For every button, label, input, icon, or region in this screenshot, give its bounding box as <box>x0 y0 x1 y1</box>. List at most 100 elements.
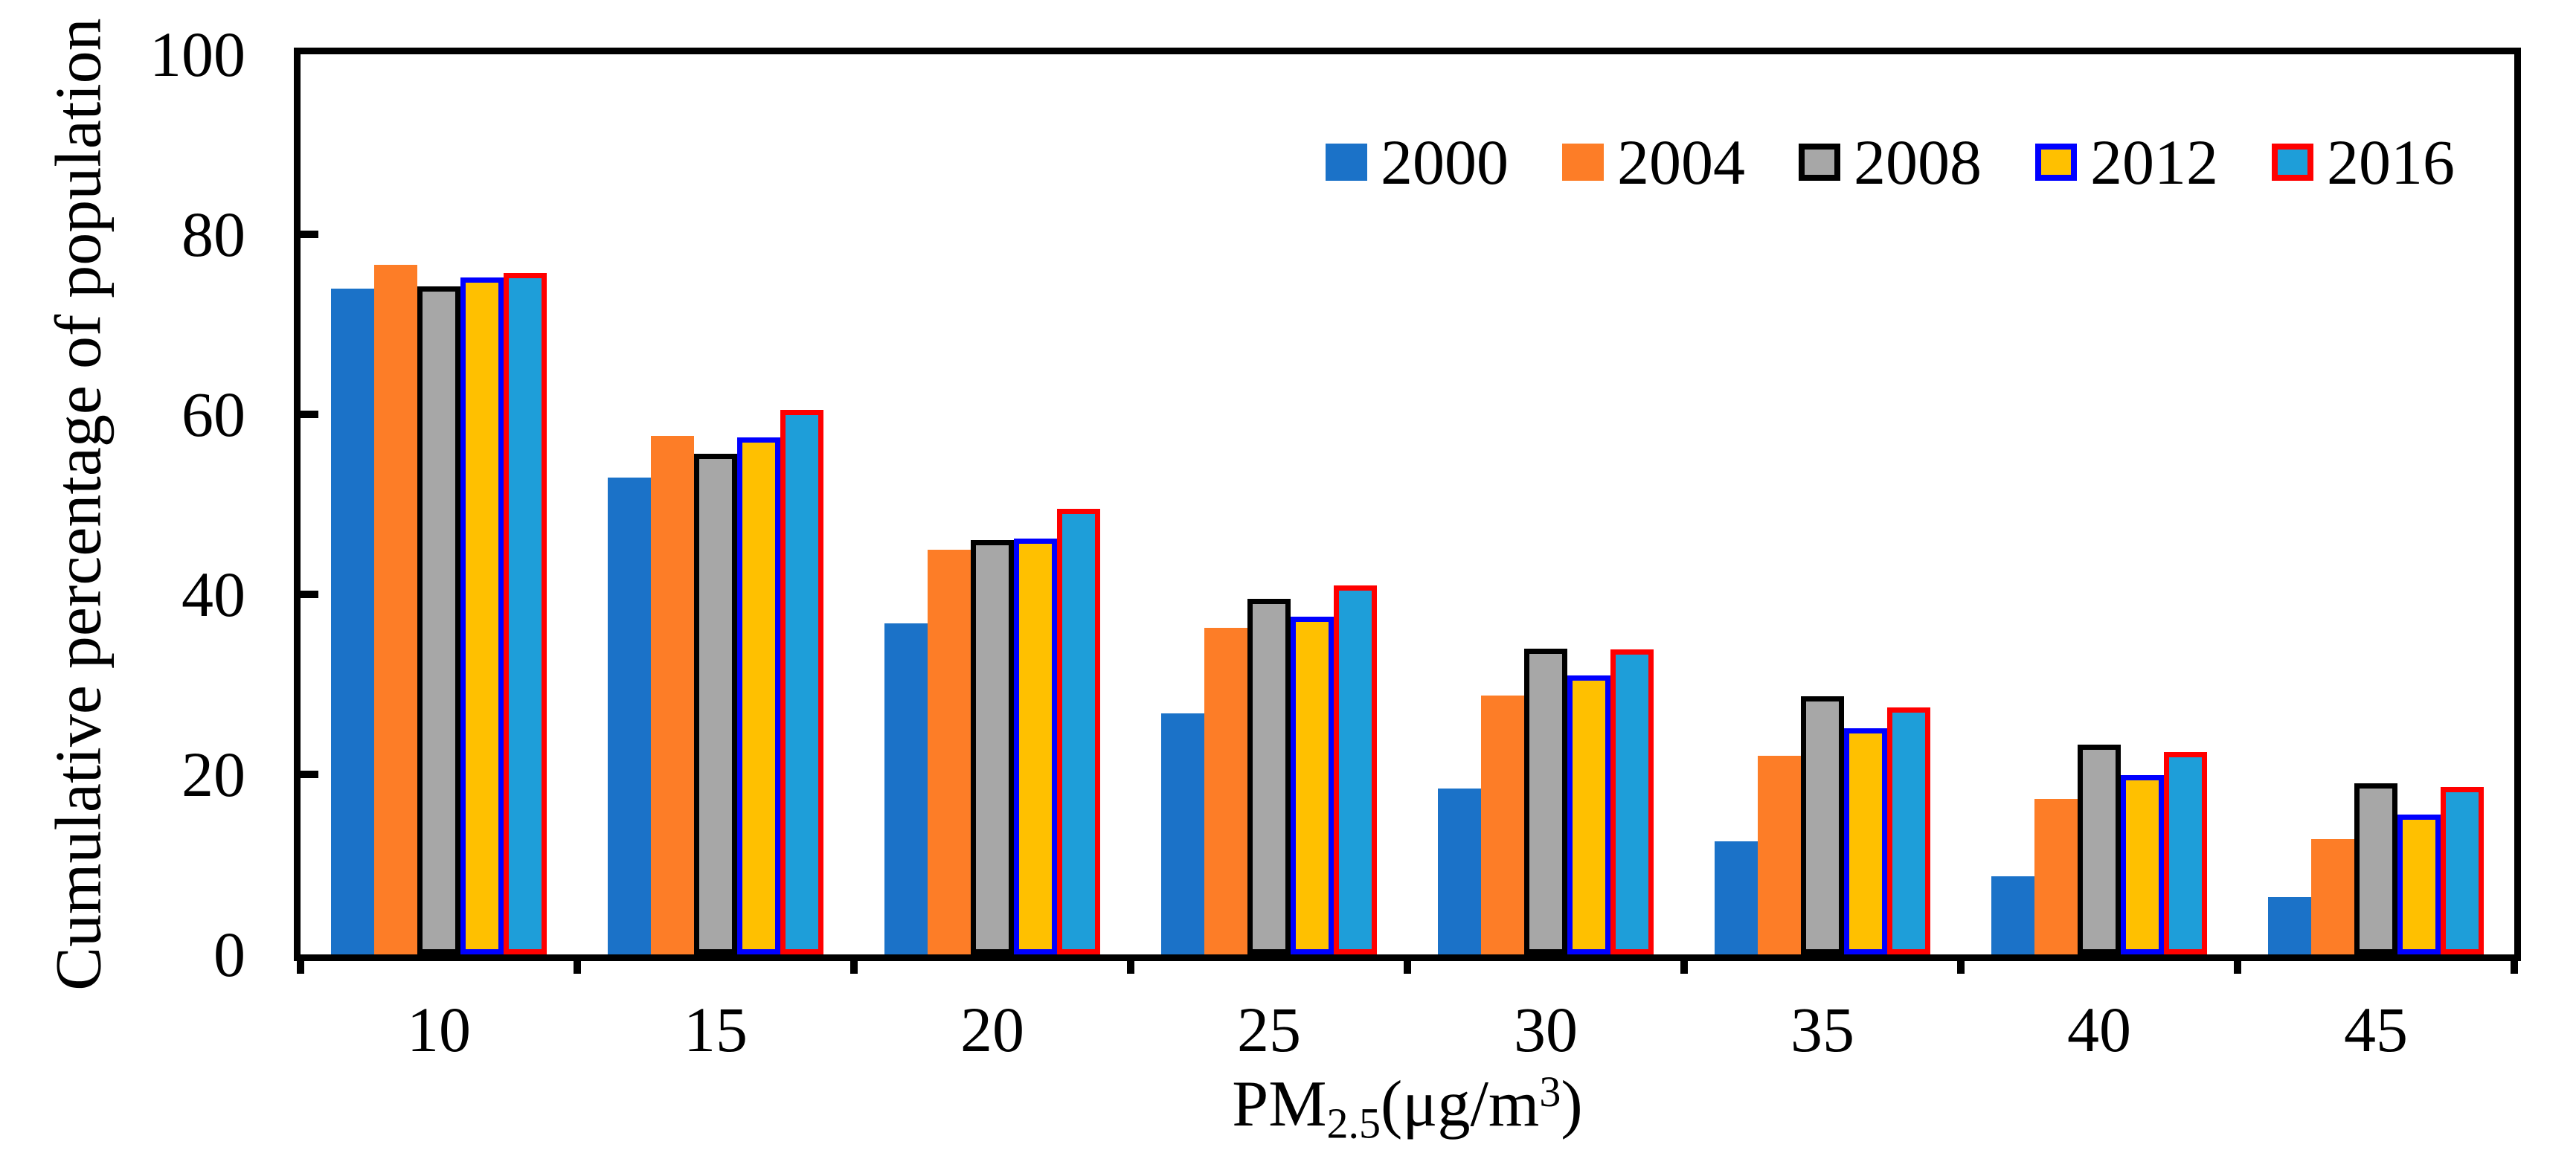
x-tick-label-45: 45 <box>2344 994 2408 1065</box>
bar-2016-10 <box>504 273 547 954</box>
bar-2016-15 <box>780 409 823 954</box>
legend-swatch-2016 <box>2272 144 2313 181</box>
bar-2004-15 <box>651 436 694 954</box>
bar-2008-45 <box>2354 783 2397 954</box>
bar-2004-25 <box>1204 627 1247 954</box>
bar-2016-40 <box>2164 751 2207 954</box>
bar-2000-40 <box>1991 876 2034 954</box>
x-tick-label-25: 25 <box>1237 994 1301 1065</box>
x-tick-label-40: 40 <box>2067 994 2131 1065</box>
bar-2000-25 <box>1161 713 1204 954</box>
legend-item-2012: 2012 <box>2035 129 2218 196</box>
bar-2012-35 <box>1844 728 1887 954</box>
legend-item-2004: 2004 <box>1562 129 1745 196</box>
bar-2012-15 <box>737 437 780 954</box>
x-boundary-tick-7 <box>2234 954 2241 974</box>
bar-group-20 <box>854 54 1131 954</box>
bar-2008-10 <box>417 286 460 954</box>
bar-2000-30 <box>1438 789 1481 954</box>
y-tick-label-40: 40 <box>182 559 245 630</box>
bar-2000-10 <box>331 288 374 954</box>
x-axis-title: PM2.5(μg/m3) <box>301 1055 2514 1156</box>
x-title-prefix: PM <box>1232 1068 1327 1141</box>
bar-2000-15 <box>608 477 651 954</box>
bar-2016-20 <box>1057 509 1100 954</box>
x-boundary-tick-8 <box>2511 954 2518 974</box>
x-tick-label-35: 35 <box>1790 994 1854 1065</box>
bar-group-45 <box>2238 54 2514 954</box>
x-boundary-tick-2 <box>850 954 858 974</box>
bar-2008-15 <box>694 454 737 954</box>
bar-group-25 <box>1131 54 1407 954</box>
bar-2012-20 <box>1014 538 1057 954</box>
y-tick-label-60: 60 <box>182 379 245 450</box>
x-boundary-tick-0 <box>297 954 304 974</box>
legend-label-2000: 2000 <box>1381 126 1509 198</box>
bar-2004-20 <box>928 549 971 954</box>
legend: 2000 2004 2008 2012 2016 <box>1326 129 2455 196</box>
bar-2000-20 <box>884 623 928 954</box>
y-tick-20 <box>301 771 318 778</box>
legend-label-2008: 2008 <box>1854 126 1982 198</box>
bar-group-10 <box>301 54 577 954</box>
bar-2012-30 <box>1567 675 1610 954</box>
bar-group-15 <box>577 54 854 954</box>
x-title-subscript: 2.5 <box>1326 1099 1381 1148</box>
y-tick-label-20: 20 <box>182 739 245 810</box>
bar-group-30 <box>1407 54 1684 954</box>
legend-item-2008: 2008 <box>1799 129 1982 196</box>
y-tick-label-0: 0 <box>213 919 245 990</box>
bar-2008-20 <box>971 540 1014 954</box>
x-boundary-tick-3 <box>1127 954 1134 974</box>
legend-swatch-2004 <box>1562 144 1604 181</box>
legend-label-2012: 2012 <box>2090 126 2218 198</box>
legend-item-2000: 2000 <box>1326 129 1509 196</box>
x-boundary-tick-1 <box>574 954 581 974</box>
x-title-superscript: 3 <box>1539 1067 1561 1116</box>
bar-2012-40 <box>2121 775 2164 954</box>
bar-2004-35 <box>1758 755 1801 954</box>
bar-2016-45 <box>2441 786 2484 954</box>
bar-2008-30 <box>1524 648 1567 954</box>
bar-2016-35 <box>1887 707 1930 954</box>
bar-2016-30 <box>1610 649 1654 954</box>
bar-2000-35 <box>1715 841 1758 954</box>
bar-groups-container <box>301 54 2514 954</box>
legend-swatch-2008 <box>1799 144 1840 181</box>
bar-2008-25 <box>1247 599 1291 954</box>
bar-2004-45 <box>2311 839 2354 954</box>
bar-group-40 <box>1961 54 2238 954</box>
plot-area: 2000 2004 2008 2012 2016 <box>294 48 2521 974</box>
bar-2000-45 <box>2268 896 2311 954</box>
bar-2012-25 <box>1291 617 1334 954</box>
x-tick-label-20: 20 <box>960 994 1024 1065</box>
x-boundary-tick-6 <box>1957 954 1965 974</box>
legend-swatch-2012 <box>2035 144 2077 181</box>
legend-item-2016: 2016 <box>2272 129 2455 196</box>
bar-2004-40 <box>2034 798 2078 954</box>
y-tick-label-100: 100 <box>150 19 245 90</box>
y-tick-label-80: 80 <box>182 199 245 270</box>
x-boundary-tick-5 <box>1680 954 1688 974</box>
bar-group-35 <box>1684 54 1961 954</box>
y-axis-title: Cumulative percentage of population <box>42 18 115 991</box>
bar-2008-40 <box>2078 745 2121 954</box>
y-tick-80 <box>301 231 318 238</box>
bar-2012-10 <box>460 277 504 954</box>
x-title-mid: (μg/m <box>1380 1068 1540 1141</box>
legend-swatch-2000 <box>1326 144 1367 181</box>
bar-2016-25 <box>1334 585 1377 954</box>
y-tick-60 <box>301 411 318 418</box>
y-tick-40 <box>301 591 318 598</box>
x-title-suffix: ) <box>1561 1068 1583 1141</box>
x-tick-label-30: 30 <box>1514 994 1578 1065</box>
bar-2004-30 <box>1481 695 1524 954</box>
x-boundary-tick-4 <box>1404 954 1411 974</box>
bar-2004-10 <box>374 265 417 954</box>
x-tick-label-10: 10 <box>407 994 471 1065</box>
legend-label-2004: 2004 <box>1617 126 1745 198</box>
bar-2012-45 <box>2397 815 2441 954</box>
x-tick-label-15: 15 <box>684 994 748 1065</box>
legend-label-2016: 2016 <box>2327 126 2455 198</box>
